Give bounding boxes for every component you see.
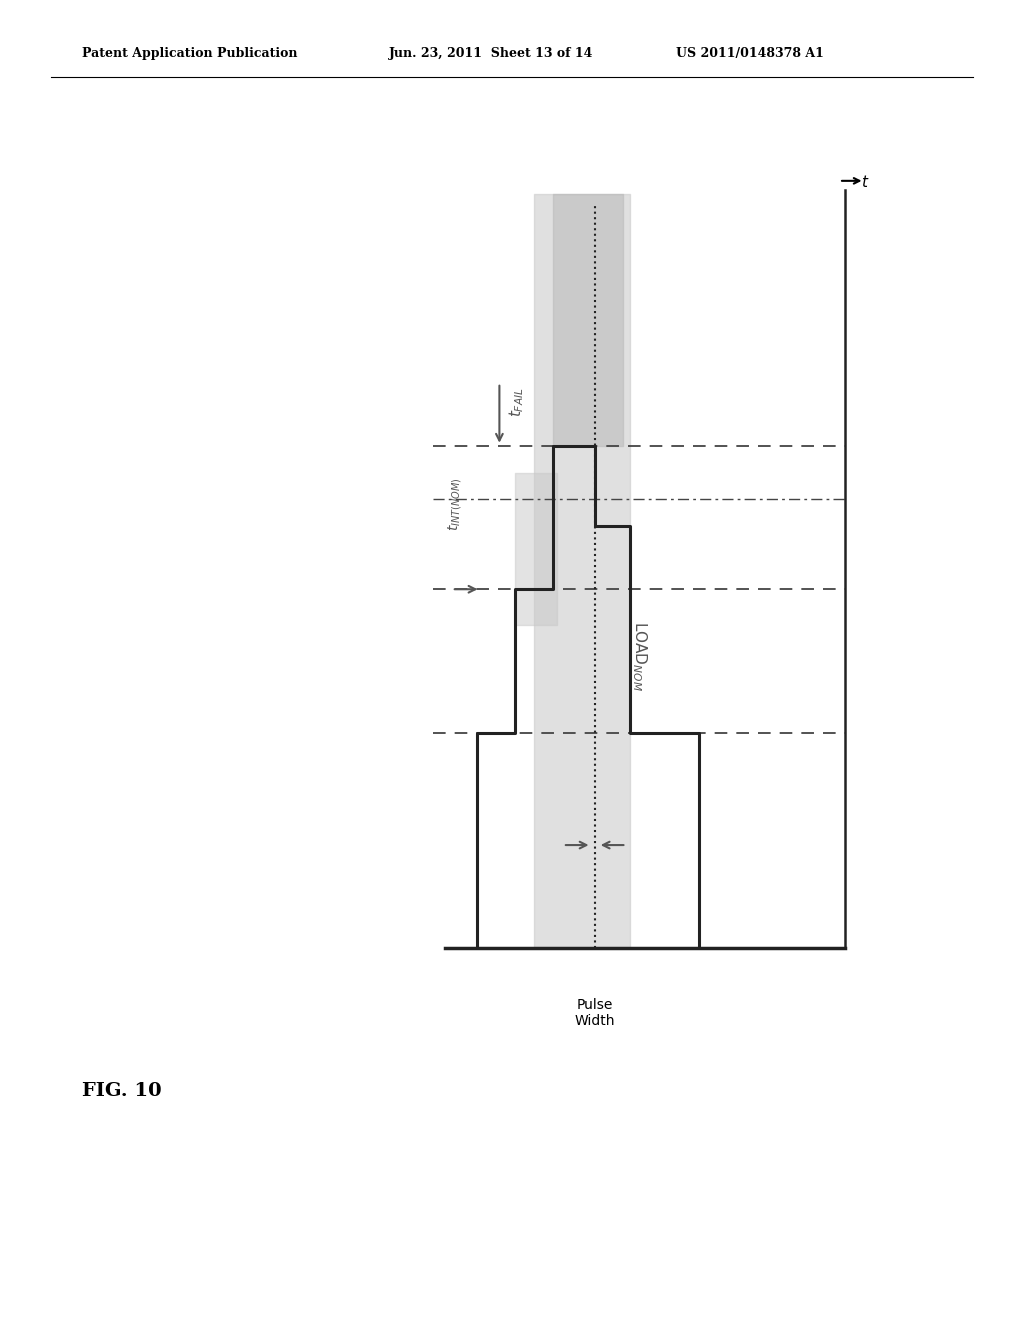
Text: Patent Application Publication: Patent Application Publication xyxy=(82,46,297,59)
Text: Pulse
Width: Pulse Width xyxy=(574,998,614,1028)
Text: Jun. 23, 2011  Sheet 13 of 14: Jun. 23, 2011 Sheet 13 of 14 xyxy=(389,46,594,59)
Text: US 2011/0148378 A1: US 2011/0148378 A1 xyxy=(676,46,823,59)
Text: FIG. 10: FIG. 10 xyxy=(82,1081,162,1100)
Text: $t_{FAIL}$: $t_{FAIL}$ xyxy=(507,387,525,417)
Text: LOAD$_{NOM}$: LOAD$_{NOM}$ xyxy=(630,620,648,690)
Text: $t$: $t$ xyxy=(861,174,869,190)
Text: $t_{INT(NOM)}$: $t_{INT(NOM)}$ xyxy=(446,478,464,531)
